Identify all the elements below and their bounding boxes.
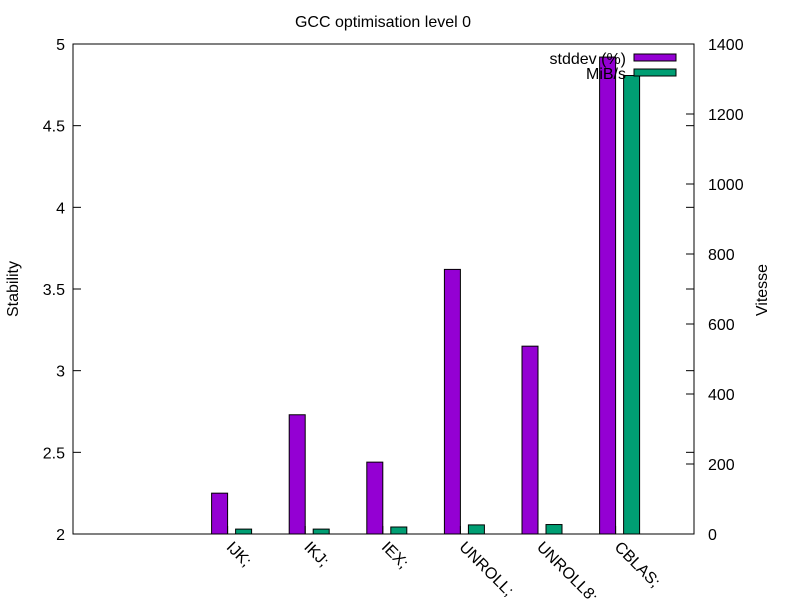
bar-stddev — [521, 345, 539, 535]
legend: stddev (%)MiB/s — [550, 51, 677, 83]
y-tick-label: 2 — [56, 527, 65, 544]
y-tick-label: 3.5 — [43, 282, 65, 299]
x-tick-label: CBLAS; — [611, 539, 663, 591]
bar-stddev — [288, 414, 306, 535]
y2-tick-label: 1000 — [708, 177, 744, 194]
y2-tick-label: 0 — [708, 527, 717, 544]
y-tick-label: 4 — [56, 200, 65, 217]
y2-tick-label: 600 — [708, 317, 735, 334]
y2-tick-label: 200 — [708, 457, 735, 474]
bar-mibs — [312, 528, 330, 535]
y-tick-label: 2.5 — [43, 445, 65, 462]
y2-tick-label: 1200 — [708, 107, 744, 124]
x-tick-labels: IJK; IKJ; IEX; UNROLL; UNROLL8; CBLAS; — [223, 539, 663, 600]
bars — [211, 56, 641, 535]
y-tick-label: 4.5 — [43, 119, 65, 136]
bar-mibs — [467, 524, 485, 535]
x-tick-label: IJK; — [223, 539, 255, 571]
bar-stddev — [211, 492, 229, 535]
axis-ticks: 2 2.5 3 3.5 4 4.5 5 0 200 400 600 800 1000 1200 1400 — [43, 37, 744, 544]
x-tick-label: UNROLL8; — [533, 539, 600, 600]
bar-mibs — [390, 526, 408, 535]
legend-label: MiB/s — [586, 66, 626, 83]
bar-stddev — [366, 461, 384, 535]
y-tick-label: 5 — [56, 37, 65, 54]
bar-mibs — [235, 528, 253, 535]
y-axis-label: Stability — [5, 261, 22, 317]
legend-swatch — [633, 53, 677, 62]
legend-label: stddev (%) — [550, 51, 626, 68]
x-tick-label: IEX; — [378, 539, 411, 572]
y2-tick-label: 800 — [708, 247, 735, 264]
y2-axis-label: Vitesse — [754, 264, 771, 316]
bar-mibs — [623, 75, 641, 535]
y2-tick-label: 1400 — [708, 37, 744, 54]
y2-tick-label: 400 — [708, 387, 735, 404]
bar-mibs — [545, 524, 563, 535]
bar-stddev — [599, 56, 617, 535]
chart-title: GCC optimisation level 0 — [295, 14, 471, 31]
x-tick-label: UNROLL; — [456, 539, 517, 600]
y-tick-label: 3 — [56, 364, 65, 381]
x-tick-label: IKJ; — [300, 539, 332, 571]
legend-swatch — [633, 68, 677, 77]
bar-stddev — [443, 268, 461, 535]
